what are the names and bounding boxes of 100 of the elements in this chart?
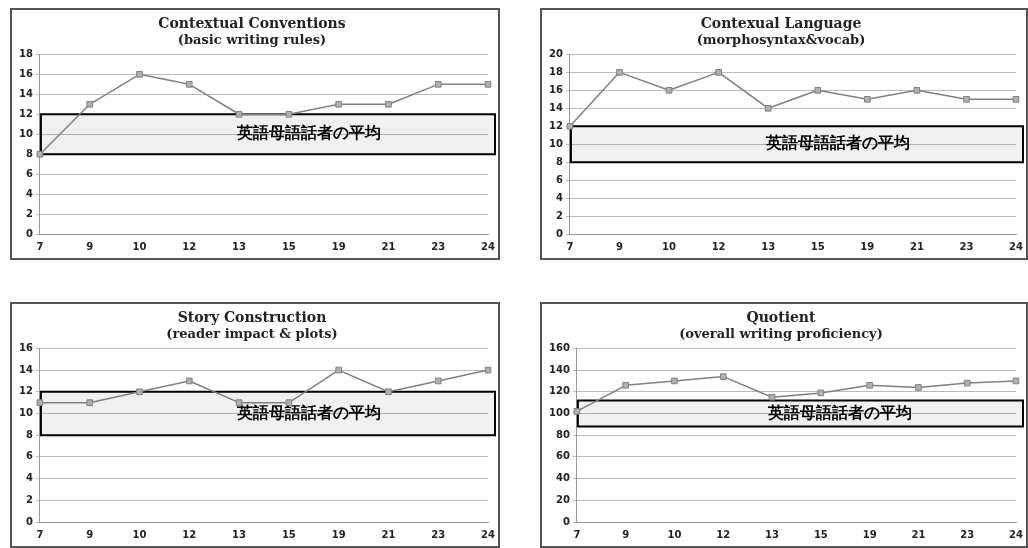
y-tick-label: 10 xyxy=(548,137,563,149)
x-tick-label: 21 xyxy=(911,528,926,540)
x-tick-label: 19 xyxy=(331,240,346,252)
point xyxy=(434,81,442,88)
x-tick-label: 9 xyxy=(86,528,94,540)
y-tick-label: 6 xyxy=(25,167,33,179)
y-tick-label: 14 xyxy=(548,101,563,113)
x-tick-label: 23 xyxy=(960,528,975,540)
point xyxy=(817,389,825,397)
x-tick-label: 13 xyxy=(232,240,247,252)
x-tick-label: 24 xyxy=(1009,528,1023,540)
point xyxy=(136,71,143,78)
y-tick-label: 0 xyxy=(25,227,33,239)
y-tick-label: 12 xyxy=(18,107,33,119)
point xyxy=(573,408,581,415)
point xyxy=(235,110,243,118)
point xyxy=(1012,95,1020,103)
x-tick-label: 23 xyxy=(431,528,446,540)
x-tick-label: 24 xyxy=(481,528,495,540)
point xyxy=(36,399,44,406)
x-tick-label: 12 xyxy=(716,528,731,540)
chart-subtitle: (overall writing proficiency) xyxy=(679,325,883,341)
y-tick-label: 16 xyxy=(548,83,563,95)
y-tick-label: 160 xyxy=(549,341,570,353)
point xyxy=(863,95,871,103)
y-tick-label: 10 xyxy=(18,407,33,419)
y-tick-label: 8 xyxy=(555,155,563,167)
band-label: 英語母語話者の平均 xyxy=(764,133,910,153)
x-tick-label: 7 xyxy=(36,240,44,252)
point xyxy=(335,100,342,108)
point xyxy=(622,381,629,389)
point xyxy=(963,95,970,103)
y-tick-label: 20 xyxy=(548,47,563,59)
y-tick-label: 10 xyxy=(18,127,33,139)
point xyxy=(1012,377,1020,385)
point xyxy=(764,104,772,112)
point xyxy=(915,384,922,391)
point xyxy=(86,399,94,406)
y-tick-label: 12 xyxy=(548,119,563,131)
y-tick-label: 6 xyxy=(555,173,563,185)
y-tick-label: 8 xyxy=(25,428,33,440)
x-tick-label: 12 xyxy=(182,528,197,540)
point xyxy=(136,388,143,396)
y-tick-label: 60 xyxy=(555,450,570,462)
x-tick-label: 19 xyxy=(331,528,346,540)
chart-title: Quotient xyxy=(746,309,817,326)
x-tick-label: 7 xyxy=(566,240,574,252)
x-tick-label: 15 xyxy=(813,528,828,540)
y-tick-label: 2 xyxy=(555,209,563,221)
y-tick-label: 16 xyxy=(18,341,33,353)
x-tick-label: 10 xyxy=(132,240,147,252)
x-tick-label: 13 xyxy=(232,528,247,540)
point xyxy=(86,100,94,108)
point xyxy=(434,377,442,385)
y-tick-label: 18 xyxy=(18,47,33,59)
y-tick-label: 6 xyxy=(25,450,33,462)
x-tick-label: 7 xyxy=(573,528,581,540)
x-tick-label: 19 xyxy=(860,240,875,252)
y-tick-label: 4 xyxy=(555,191,563,203)
y-tick-label: 120 xyxy=(549,385,570,397)
point xyxy=(335,366,342,374)
y-tick-label: 16 xyxy=(18,67,33,79)
y-tick-label: 2 xyxy=(25,493,33,505)
x-tick-label: 15 xyxy=(810,240,825,252)
point xyxy=(719,373,727,380)
y-tick-label: 0 xyxy=(555,227,563,239)
band-label: 英語母語話者の平均 xyxy=(235,402,381,422)
y-tick-label: 2 xyxy=(25,207,33,219)
point xyxy=(616,69,623,76)
y-tick-label: 18 xyxy=(548,65,563,77)
point xyxy=(866,381,873,389)
y-tick-label: 4 xyxy=(25,472,33,484)
y-tick-label: 4 xyxy=(25,187,33,199)
y-tick-label: 14 xyxy=(18,363,33,375)
x-tick-label: 10 xyxy=(132,528,147,540)
point xyxy=(484,366,492,374)
x-tick-label: 21 xyxy=(381,528,396,540)
point xyxy=(185,81,193,88)
y-tick-label: 20 xyxy=(555,493,570,505)
x-tick-label: 13 xyxy=(761,240,776,252)
x-tick-label: 12 xyxy=(711,240,726,252)
x-tick-label: 23 xyxy=(431,240,446,252)
x-tick-label: 10 xyxy=(662,240,677,252)
x-tick-label: 7 xyxy=(36,528,44,540)
point xyxy=(36,150,44,158)
point xyxy=(566,122,574,130)
point xyxy=(484,81,492,88)
chart-title: Story Construction xyxy=(177,309,327,326)
point xyxy=(814,86,822,94)
point xyxy=(768,393,776,401)
chart-subtitle: (morphosyntax&vocab) xyxy=(696,31,866,47)
y-tick-label: 140 xyxy=(549,363,570,375)
x-tick-label: 23 xyxy=(959,240,974,252)
y-tick-label: 12 xyxy=(18,385,33,397)
x-tick-label: 24 xyxy=(1009,240,1023,252)
point xyxy=(385,388,392,396)
point xyxy=(285,110,293,118)
y-tick-label: 14 xyxy=(18,87,33,99)
x-tick-label: 15 xyxy=(281,240,296,252)
y-tick-label: 0 xyxy=(25,515,33,527)
